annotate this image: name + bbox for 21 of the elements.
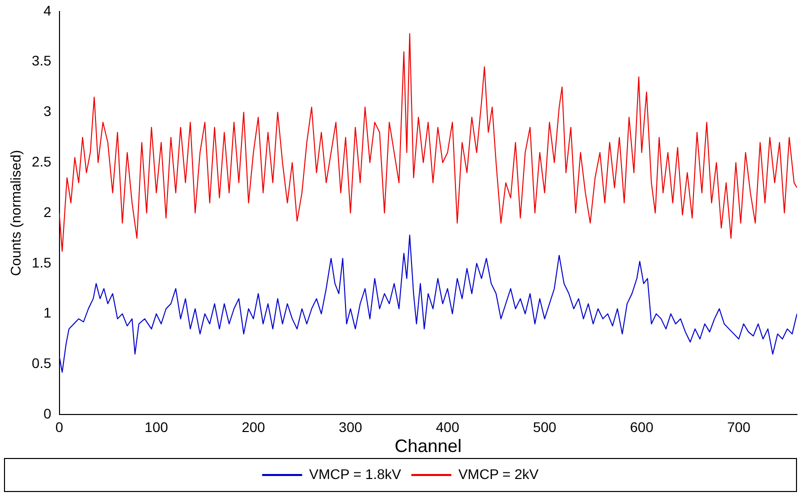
legend-label: VMCP = 1.8kV [309, 466, 402, 482]
x-tick-label: 200 [242, 418, 266, 435]
y-tick-label: 0 [43, 405, 52, 422]
x-axis-title: Channel [394, 436, 462, 456]
x-tick-label: 100 [144, 418, 168, 435]
x-tick-label: 500 [532, 418, 557, 435]
legend-label: VMCP = 2kV [458, 466, 540, 482]
x-tick-label: 400 [436, 418, 460, 435]
y-tick-label: 2.5 [32, 153, 52, 170]
y-tick-label: 3 [43, 103, 52, 120]
y-tick-label: 3.5 [32, 52, 52, 69]
x-tick-label: 600 [630, 418, 654, 435]
x-tick-label: 300 [338, 418, 362, 435]
x-tick-label: 0 [55, 418, 64, 435]
y-tick-label: 1.5 [32, 254, 52, 270]
y-tick-label: 1 [43, 304, 52, 321]
y-tick-label: 4 [43, 2, 52, 18]
x-tick-label: 700 [727, 418, 751, 435]
y-tick-label: 0.5 [32, 355, 52, 372]
y-tick-label: 2 [43, 204, 52, 220]
y-axis-title: Counts (normalised) [7, 150, 24, 276]
